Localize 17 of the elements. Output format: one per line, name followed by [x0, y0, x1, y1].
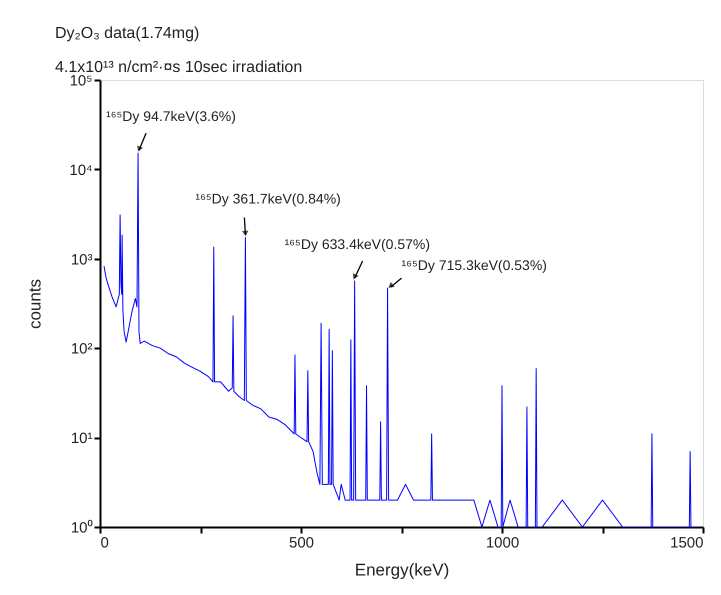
x-tick-label: 500: [288, 534, 314, 552]
annotation: ¹⁶⁵Dy 633.4keV(0.57%): [284, 236, 430, 252]
y-axis-title: counts: [25, 278, 44, 330]
x-tick-label: 1000: [486, 534, 520, 552]
annotation: ¹⁶⁵Dy 715.3keV(0.53%): [402, 257, 547, 274]
x-tick-label: 0: [100, 534, 109, 552]
y-tick-label: 10⁰: [70, 520, 92, 536]
line-series: [104, 152, 700, 527]
y-tick-label: 10²: [70, 340, 92, 358]
chart-title: Dy₂O₃ data(1.74mg): [55, 25, 200, 42]
y-tick-label: 10¹: [70, 430, 92, 448]
y-tick-label: 10³: [70, 251, 92, 268]
annotation: ¹⁶⁵Dy 361.7keV(0.84%): [195, 190, 341, 207]
x-axis-title: Energy(keV): [354, 560, 450, 580]
annotation: ¹⁶⁵Dy 94.7keV(3.6%): [106, 108, 236, 124]
y-tick-label: 10⁴: [69, 162, 92, 179]
x-tick-label: 1500: [670, 534, 704, 552]
